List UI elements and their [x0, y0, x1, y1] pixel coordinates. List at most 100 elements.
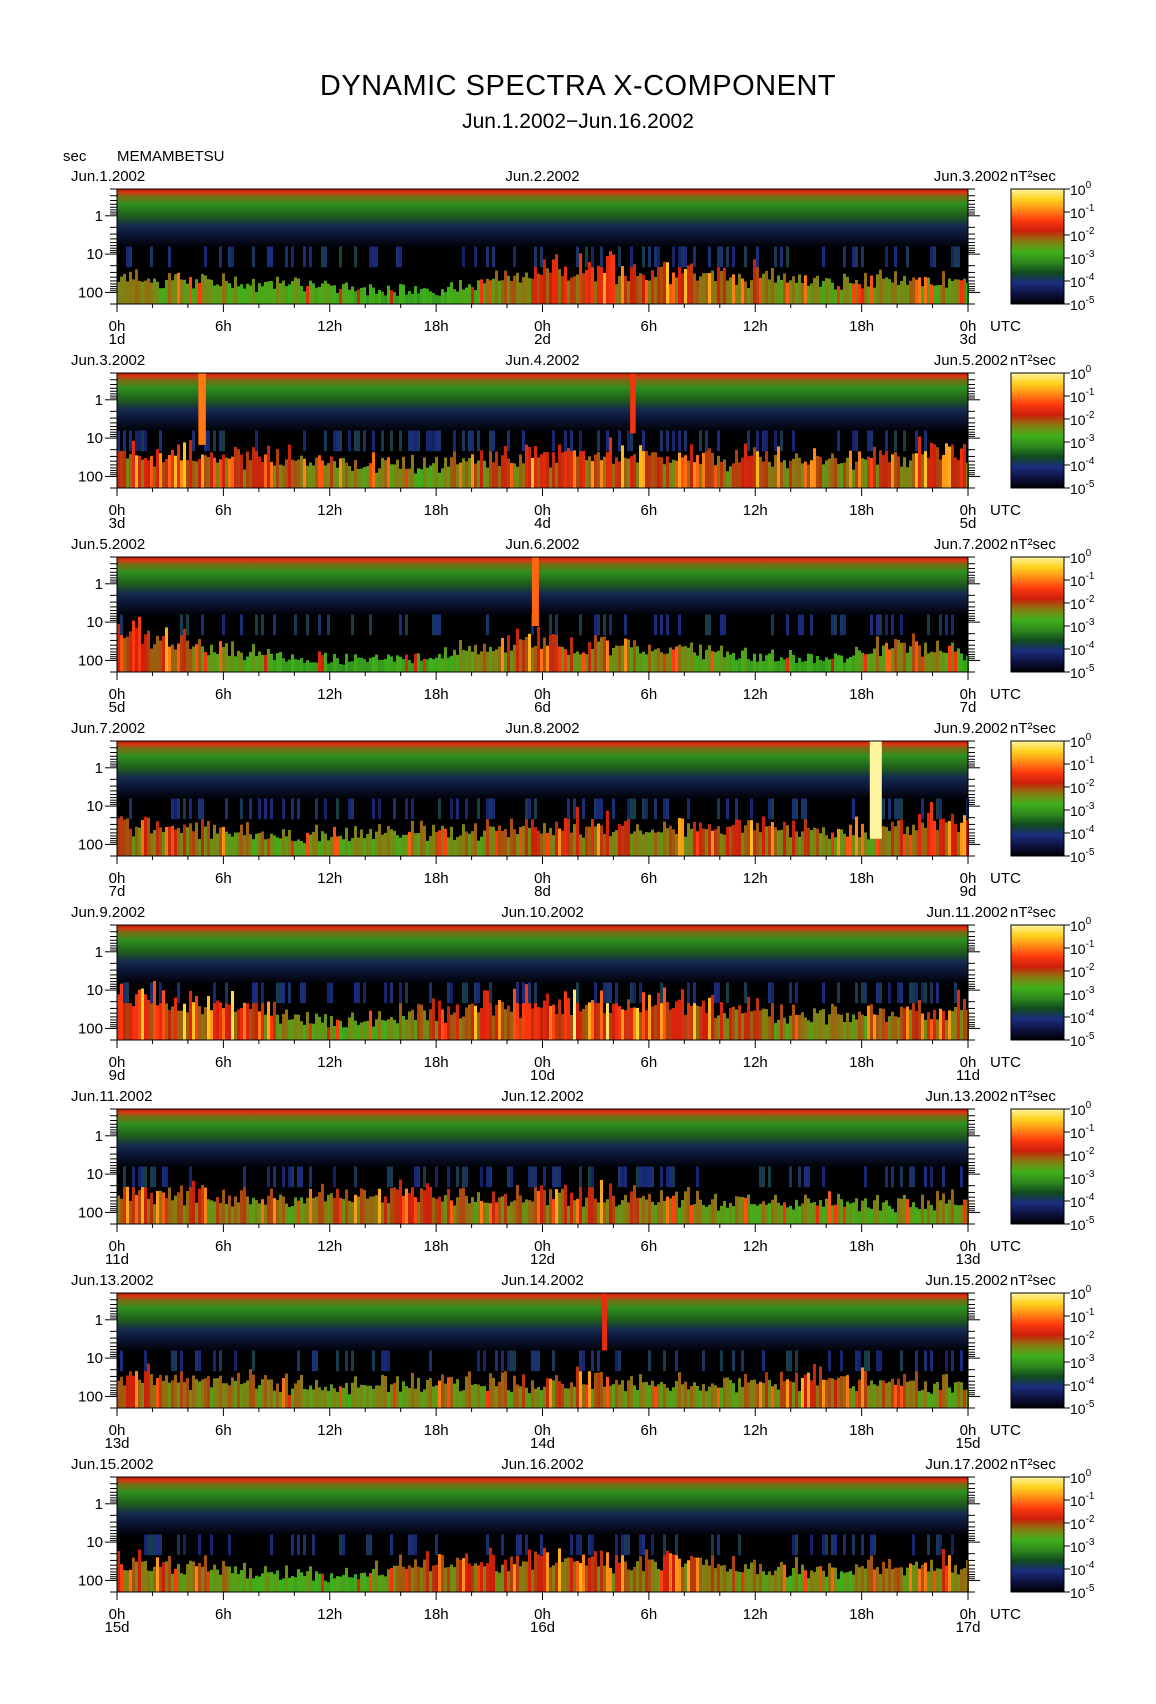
spectra-column	[534, 1551, 537, 1592]
spectra-column	[735, 1196, 738, 1224]
high-frequency-band	[117, 1477, 968, 1537]
spectra-column	[381, 291, 384, 304]
spectra-noise	[555, 614, 558, 636]
spectra-column	[753, 1204, 756, 1224]
spectra-column	[543, 452, 546, 488]
spectra-column	[804, 275, 807, 304]
spectra-column	[459, 1391, 462, 1408]
spectra-column	[501, 455, 504, 488]
spectra-noise	[552, 1166, 555, 1188]
spectra-noise	[789, 1350, 792, 1372]
spectra-column	[804, 1374, 807, 1408]
spectra-column	[453, 289, 456, 304]
spectra-column	[735, 284, 738, 304]
x-tick-label: 0h	[960, 1422, 977, 1439]
spectra-noise	[129, 798, 132, 820]
spectra-column	[339, 458, 342, 488]
day-label-left: 7d	[109, 883, 126, 900]
spectra-column	[522, 1374, 525, 1408]
spectra-column	[867, 286, 870, 304]
spectra-column	[261, 1199, 264, 1224]
spectra-column	[774, 1570, 777, 1592]
spectra-column	[468, 1004, 471, 1040]
spectra-column	[120, 450, 123, 488]
spectra-column	[369, 463, 372, 488]
x-tick-label: 0h	[109, 318, 126, 335]
spectra-column	[660, 457, 663, 488]
spectra-noise	[201, 798, 204, 820]
spectra-noise	[516, 982, 519, 1004]
spectra-column	[303, 662, 306, 672]
spectra-noise	[363, 982, 366, 1004]
spectra-column	[936, 640, 939, 672]
spectra-column	[306, 465, 309, 488]
colorbar-tick-label: 10-5	[1070, 1583, 1095, 1601]
spectra-column	[900, 280, 903, 304]
x-tick-label: 12h	[743, 502, 768, 519]
spectra-noise	[666, 1166, 669, 1188]
spectra-column	[540, 1390, 543, 1408]
spectra-column	[573, 276, 576, 304]
spectra-column	[936, 1381, 939, 1408]
x-tick-label: 18h	[849, 1054, 874, 1071]
spectra-column	[267, 1001, 270, 1040]
spectra-column	[771, 821, 774, 856]
spectra-column	[588, 456, 591, 488]
spectra-column	[762, 461, 765, 488]
spectra-column	[942, 1549, 945, 1592]
spectra-column	[258, 1385, 261, 1408]
spectra-column	[555, 1375, 558, 1408]
spectra-noise	[507, 1166, 510, 1188]
spectra-column	[417, 1566, 420, 1592]
spectra-noise	[678, 614, 681, 636]
spectra-column	[525, 272, 528, 304]
spectra-column	[810, 1022, 813, 1040]
spectra-column	[918, 999, 921, 1040]
spectra-column	[207, 457, 210, 488]
spectra-column	[804, 461, 807, 488]
spectra-column	[441, 1374, 444, 1408]
spectra-column	[336, 1019, 339, 1040]
spectra-column	[711, 1554, 714, 1592]
spectra-column	[324, 833, 327, 856]
spectra-column	[858, 284, 861, 304]
spectra-column	[492, 826, 495, 856]
spectra-column	[234, 1011, 237, 1040]
spectra-column	[306, 832, 309, 856]
spectra-column	[246, 1003, 249, 1040]
spectra-column	[348, 841, 351, 856]
spectra-column	[123, 1184, 126, 1224]
colorbar-tick-label: 10-5	[1070, 847, 1095, 865]
spectra-column	[945, 1565, 948, 1592]
spectra-noise	[672, 1166, 675, 1188]
spectra-column	[120, 1564, 123, 1592]
spectra-column	[465, 287, 468, 304]
spectra-column	[642, 992, 645, 1040]
spectra-column	[900, 642, 903, 672]
spectra-column	[408, 1388, 411, 1408]
spectra-column	[876, 636, 879, 672]
spectra-column	[462, 1558, 465, 1592]
spectra-column	[726, 1377, 729, 1408]
spectra-column	[384, 1576, 387, 1592]
spectra-column	[348, 661, 351, 672]
spectra-column	[342, 283, 345, 304]
spectra-column	[906, 652, 909, 672]
spectra-column	[936, 285, 939, 304]
spectra-column	[531, 819, 534, 856]
spectra-column	[252, 278, 255, 304]
spectra-column	[489, 1203, 492, 1224]
spectra-column	[672, 459, 675, 488]
spectra-column	[240, 454, 243, 488]
spectra-column	[147, 1570, 150, 1592]
spectra-column	[291, 1388, 294, 1408]
spectra-column	[399, 284, 402, 304]
spectra-column	[474, 1563, 477, 1592]
spectra-column	[546, 268, 549, 304]
spectra-column	[147, 817, 150, 856]
spectra-column	[957, 1574, 960, 1592]
spectra-column	[924, 446, 927, 488]
spectra-column	[213, 824, 216, 856]
spectra-column	[561, 452, 564, 488]
spectra-column	[645, 1549, 648, 1592]
